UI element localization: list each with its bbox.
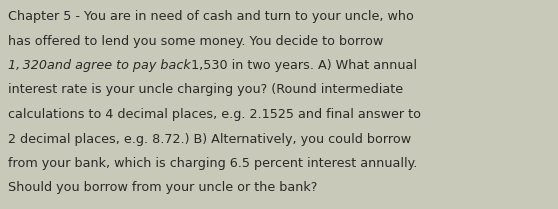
Text: Chapter 5 - You are in need of cash and turn to your uncle, who: Chapter 5 - You are in need of cash and …	[8, 10, 414, 23]
Text: calculations to 4 decimal places, e.g. 2.1525 and final answer to: calculations to 4 decimal places, e.g. 2…	[8, 108, 421, 121]
Text: and agree to pay back: and agree to pay back	[47, 59, 191, 72]
Text: 1, 320: 1, 320	[8, 59, 47, 72]
Text: has offered to lend you some money. You decide to borrow: has offered to lend you some money. You …	[8, 34, 383, 47]
Text: interest rate is your uncle charging you? (Round intermediate: interest rate is your uncle charging you…	[8, 84, 403, 97]
Text: from your bank, which is charging 6.5 percent interest annually.: from your bank, which is charging 6.5 pe…	[8, 157, 417, 170]
Text: 2 decimal places, e.g. 8.72.) B) Alternatively, you could borrow: 2 decimal places, e.g. 8.72.) B) Alterna…	[8, 133, 411, 145]
Text: Should you borrow from your uncle or the bank?: Should you borrow from your uncle or the…	[8, 181, 318, 195]
Text: 1,530 in two years. A) What annual: 1,530 in two years. A) What annual	[191, 59, 417, 72]
